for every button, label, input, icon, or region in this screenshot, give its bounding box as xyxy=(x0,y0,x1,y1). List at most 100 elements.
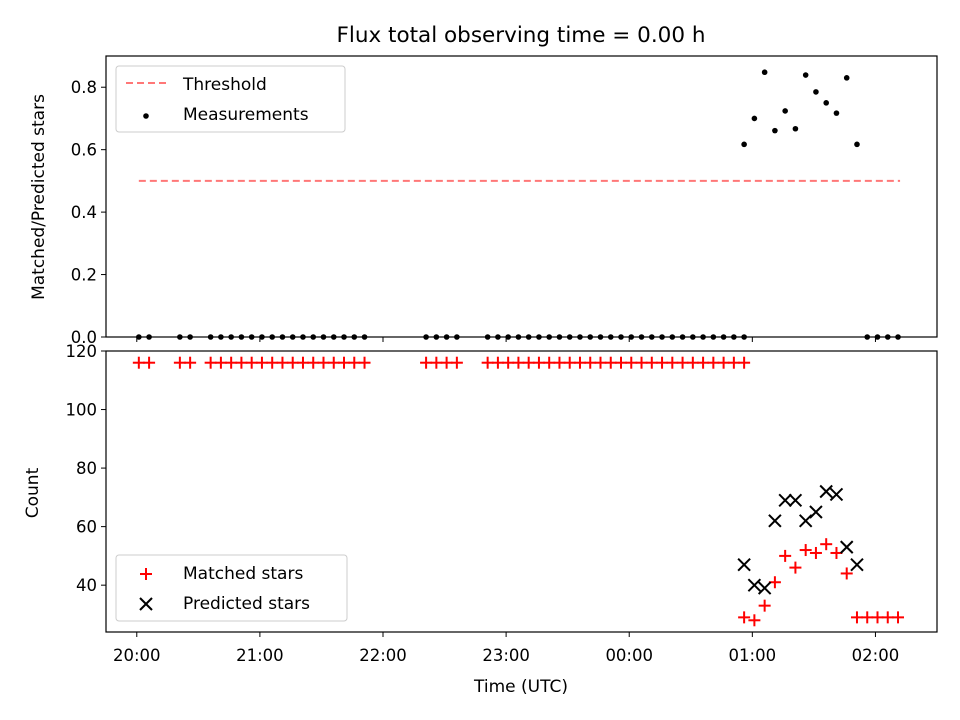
measurement-point xyxy=(690,334,696,340)
measurement-point xyxy=(577,334,583,340)
measurement-point xyxy=(772,127,778,134)
matched-star-point xyxy=(307,356,320,369)
matched-star-point xyxy=(625,356,638,369)
x-stroke-b xyxy=(778,493,792,507)
bottom-y-ticks: 40 60 80 100 120 xyxy=(66,342,106,595)
matched-star-point xyxy=(522,356,535,369)
matched-star-point xyxy=(789,561,802,574)
x-stroke-b xyxy=(829,487,844,502)
measurement-point xyxy=(618,334,624,340)
matched-star-point xyxy=(697,356,710,369)
matched-star-point xyxy=(276,356,289,369)
matched-star-point xyxy=(184,356,197,369)
matched-star-point xyxy=(204,356,217,369)
x-tick-label: 01:00 xyxy=(729,646,777,665)
y-tick-label: 120 xyxy=(66,342,98,361)
top-plot-frame xyxy=(105,55,938,338)
measurement-point xyxy=(659,334,665,340)
measurement-point xyxy=(679,334,686,340)
x-stroke-b xyxy=(757,581,772,595)
bottom-plot-marks xyxy=(132,356,905,627)
matched-star-point xyxy=(430,356,443,369)
measurement-point xyxy=(218,334,224,340)
measurement-point xyxy=(484,334,491,340)
predicted-star-point xyxy=(737,557,751,572)
top-y-axis-label: Matched/Predicted stars xyxy=(29,94,49,300)
matched-star-point xyxy=(532,356,545,369)
x-tick-label: 02:00 xyxy=(852,646,900,665)
matched-star-point xyxy=(214,356,227,369)
y-tick-label: 60 xyxy=(76,518,97,537)
measurement-point xyxy=(741,141,747,148)
x-tick-label: 00:00 xyxy=(605,646,653,665)
matched-star-point xyxy=(748,614,761,627)
predicted-star-point xyxy=(798,514,813,528)
measurement-point xyxy=(269,334,276,340)
measurement-point xyxy=(187,334,193,340)
measurement-point xyxy=(505,334,511,340)
matched-star-point xyxy=(132,356,145,369)
matched-star-point xyxy=(348,356,361,369)
measurement-point xyxy=(566,334,573,340)
x-ticks: 20:00 21:00 22:00 23:00 00:00 01:00 02:00 xyxy=(113,337,899,665)
matched-star-point xyxy=(604,356,617,369)
measurement-point xyxy=(864,334,871,340)
x-stroke-b xyxy=(747,578,762,592)
matched-star-point xyxy=(245,356,258,369)
measurement-point xyxy=(874,334,881,340)
matched-star-point xyxy=(799,544,812,557)
x-tick-label: 21:00 xyxy=(236,646,284,665)
matched-star-point xyxy=(225,356,238,369)
matched-star-point xyxy=(420,356,433,369)
matched-star-point xyxy=(840,567,853,580)
measurement-point xyxy=(177,334,183,340)
top-plot-marks xyxy=(136,69,901,340)
measurement-point xyxy=(802,72,809,78)
x-stroke-b xyxy=(850,557,864,572)
measurement-point xyxy=(731,334,737,340)
matched-star-point xyxy=(656,356,669,369)
measurement-point xyxy=(741,334,747,340)
y-tick-label: 80 xyxy=(76,459,97,478)
predicted-star-point xyxy=(768,514,782,528)
y-tick-label: 40 xyxy=(76,576,97,595)
measurement-point xyxy=(515,334,522,340)
measurement-point xyxy=(300,334,306,340)
measurement-point xyxy=(207,334,214,340)
measurement-point xyxy=(259,334,265,340)
matched-star-point xyxy=(666,356,679,369)
x-tick-label: 23:00 xyxy=(482,646,530,665)
matched-star-point xyxy=(358,356,371,369)
predicted-star-point xyxy=(809,505,823,519)
matched-star-point xyxy=(573,356,586,369)
matched-star-point xyxy=(892,611,905,624)
measurement-point xyxy=(330,334,337,340)
top-y-ticks: 0.0 0.2 0.4 0.6 0.8 xyxy=(71,78,106,347)
x-stroke-b xyxy=(798,514,813,528)
matched-star-point xyxy=(779,549,792,562)
chart-title: Flux total observing time = 0.00 h xyxy=(337,23,706,48)
measurement-point xyxy=(433,334,440,340)
predicted-star-point xyxy=(819,484,833,499)
matched-star-point xyxy=(338,356,351,369)
legend-measurements-label: Measurements xyxy=(183,105,309,125)
measurement-point xyxy=(720,334,727,340)
measurement-point xyxy=(146,334,152,340)
measurement-point xyxy=(423,334,429,340)
predicted-star-point xyxy=(788,493,803,507)
matched-star-point xyxy=(440,356,453,369)
legend-predicted-swatch xyxy=(139,597,153,611)
measurement-point xyxy=(238,334,245,340)
matched-star-point xyxy=(563,356,576,369)
matched-star-point xyxy=(717,356,730,369)
matched-star-point xyxy=(512,356,525,369)
legend-matched-label: Matched stars xyxy=(183,564,303,584)
x-axis-label: Time (UTC) xyxy=(473,677,568,697)
matched-star-point xyxy=(266,356,279,369)
matched-star-point xyxy=(502,356,515,369)
x-tick-label: 22:00 xyxy=(359,646,407,665)
matched-star-point xyxy=(861,611,874,624)
measurement-point xyxy=(843,75,850,81)
measurement-point xyxy=(443,334,450,340)
